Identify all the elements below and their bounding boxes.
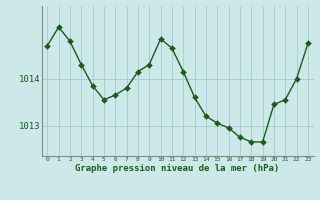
X-axis label: Graphe pression niveau de la mer (hPa): Graphe pression niveau de la mer (hPa)	[76, 164, 280, 173]
